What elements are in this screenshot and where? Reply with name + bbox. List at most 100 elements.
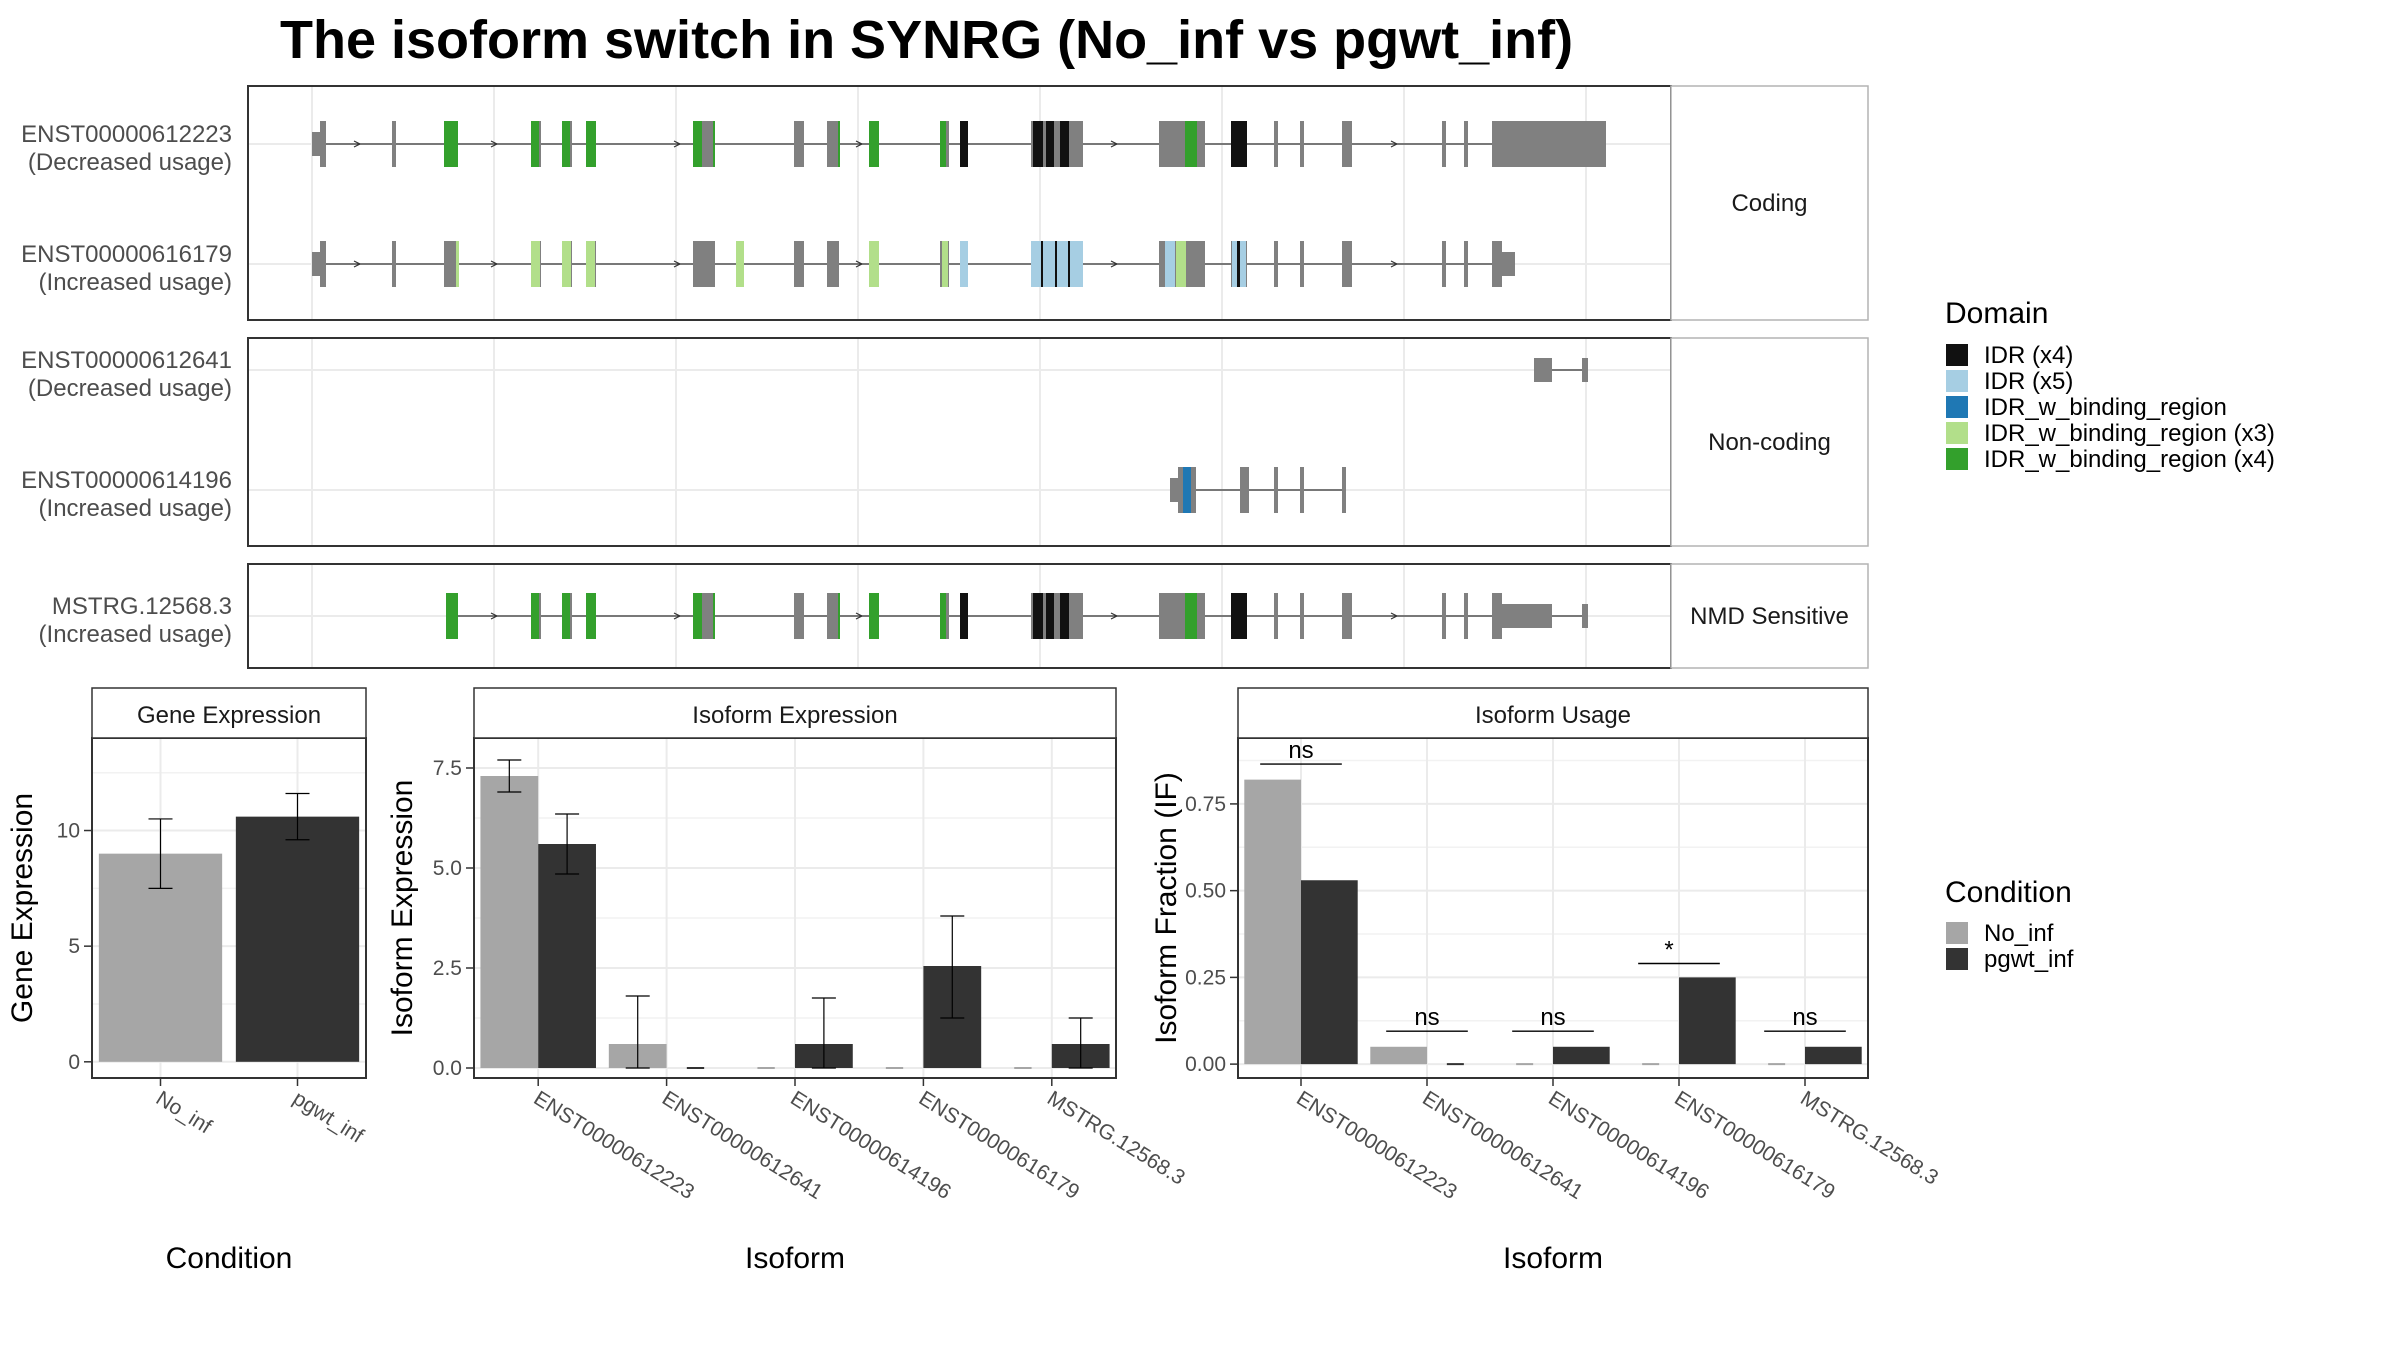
y-tick-label: 0 <box>68 1051 80 1074</box>
strand-arrow <box>1110 140 1119 148</box>
domain-segment <box>1237 241 1240 287</box>
strand-arrow <box>673 140 682 148</box>
y-tick-label: 5 <box>68 935 80 958</box>
exon <box>1300 593 1304 639</box>
error-bar <box>1068 1017 1093 1069</box>
domain-segment <box>562 121 570 167</box>
y-axis-title: Isoform Fraction (IF) <box>1150 772 1183 1044</box>
domain-segment <box>1033 593 1043 639</box>
facet-strip-label: Non-coding <box>1708 429 1831 456</box>
domain-legend-title: Domain <box>1945 297 2048 330</box>
domain-segment <box>960 593 968 639</box>
domain-segment <box>1060 593 1069 639</box>
error-bar <box>148 818 173 889</box>
domain-segment <box>713 593 715 639</box>
domain-segment <box>869 121 879 167</box>
facet-strip <box>1237 687 1869 739</box>
strand-arrow <box>855 140 864 148</box>
domain-segment <box>446 121 458 167</box>
expression-bar-charts: Gene Expression 0 5 10 No_inf pgwt_inf Conditi… <box>6 687 1942 1275</box>
exon <box>1274 241 1278 287</box>
domain-segment <box>736 241 744 287</box>
facet-strip-label: Gene Expression <box>137 702 321 729</box>
strand-arrow <box>855 260 864 268</box>
error-bar <box>497 759 522 793</box>
exon <box>1492 241 1496 287</box>
strand-arrow <box>1390 612 1399 620</box>
significance-annotation: * <box>1638 937 1720 965</box>
y-tick-label: 0.00 <box>1185 1053 1226 1076</box>
transcript-usage-label: (Increased usage) <box>39 269 232 296</box>
exon <box>693 241 715 287</box>
domain-segment <box>531 593 539 639</box>
domain-legend-label: IDR (x4) <box>1984 342 2073 369</box>
significance-annotation: ns <box>1764 1004 1846 1032</box>
strand-arrow <box>855 612 864 620</box>
exon <box>1274 121 1278 167</box>
transcript-MSTRG.12568.3 <box>446 593 1588 639</box>
exon <box>1464 241 1468 287</box>
strand-arrow <box>490 140 499 148</box>
utr-exon <box>1582 604 1588 628</box>
transcript-id-label: ENST00000612223 <box>21 121 232 148</box>
utr-exon <box>312 252 320 276</box>
figure-title: The isoform switch in SYNRG (No_inf vs p… <box>280 10 1573 70</box>
strand-arrow <box>353 260 362 268</box>
domain-legend-label: IDR_w_binding_region <box>1984 394 2227 421</box>
exon <box>794 121 804 167</box>
facet-strip-label: Isoform Expression <box>692 702 897 729</box>
condition-legend-swatch <box>1946 922 1968 944</box>
exon <box>827 121 839 167</box>
significance-label: ns <box>1414 1004 1439 1031</box>
condition-legend-label: pgwt_inf <box>1984 946 2074 973</box>
transcript-id-label: ENST00000616179 <box>21 241 232 268</box>
x-axis-title: Isoform <box>745 1242 845 1275</box>
transcript-ENST00000612223 <box>312 121 1606 167</box>
bar-pgwt_inf-ENST00000612223 <box>1301 880 1358 1065</box>
domain-segment <box>960 121 968 167</box>
utr-exon <box>1496 121 1606 167</box>
exon <box>827 593 839 639</box>
utr-exon <box>1582 358 1588 382</box>
transcript-ENST00000616179 <box>312 241 1515 287</box>
exon <box>1442 241 1446 287</box>
y-tick-label: 2.5 <box>433 957 462 980</box>
domain-segment <box>1060 121 1069 167</box>
domain-segment <box>531 241 540 287</box>
utr-exon <box>312 132 320 156</box>
domain-legend-swatch <box>1946 344 1968 366</box>
domain-legend-swatch <box>1946 422 1968 444</box>
exon <box>1300 121 1304 167</box>
strand-arrow <box>1390 260 1399 268</box>
structure-panel-nmd-sensitive: MSTRG.12568.3(Increased usage) NMD Sensit… <box>39 563 1869 669</box>
domain-segment <box>693 121 702 167</box>
exon <box>1159 593 1205 639</box>
error-bar <box>555 813 580 875</box>
transcript-usage-label: (Increased usage) <box>39 495 232 522</box>
strand-arrow <box>490 612 499 620</box>
domain-segment <box>869 593 879 639</box>
bar-No_inf-ENST00000612223 <box>480 776 539 1068</box>
strand-arrow <box>673 260 682 268</box>
transcript-id-label: MSTRG.12568.3 <box>52 593 232 620</box>
transcript-structure-panels: ENST00000612223(Decreased usage)ENST0000… <box>21 85 1869 669</box>
y-tick-label: 7.5 <box>433 757 462 780</box>
exon <box>392 241 396 287</box>
significance-label: ns <box>1288 737 1313 764</box>
domain-legend-label: IDR (x5) <box>1984 368 2073 395</box>
transcript-id-label: ENST00000612641 <box>21 347 232 374</box>
domain-legend-label: IDR_w_binding_region (x3) <box>1984 420 2275 447</box>
strand-arrow <box>1110 612 1119 620</box>
structure-panel-coding: ENST00000612223(Decreased usage) ENST0000… <box>21 85 1869 321</box>
facet-strip <box>1670 337 1869 547</box>
domain-segment <box>1046 121 1054 167</box>
transcript-usage-label: (Decreased usage) <box>28 375 232 402</box>
domain-segment <box>1046 593 1054 639</box>
exon <box>1159 121 1205 167</box>
significance-label: * <box>1664 937 1673 964</box>
domain-segment <box>693 593 702 639</box>
panel-background <box>248 86 1671 320</box>
exon <box>392 121 396 167</box>
domain-segment <box>1234 121 1239 167</box>
x-tick-label: pgwt_inf <box>289 1087 368 1148</box>
